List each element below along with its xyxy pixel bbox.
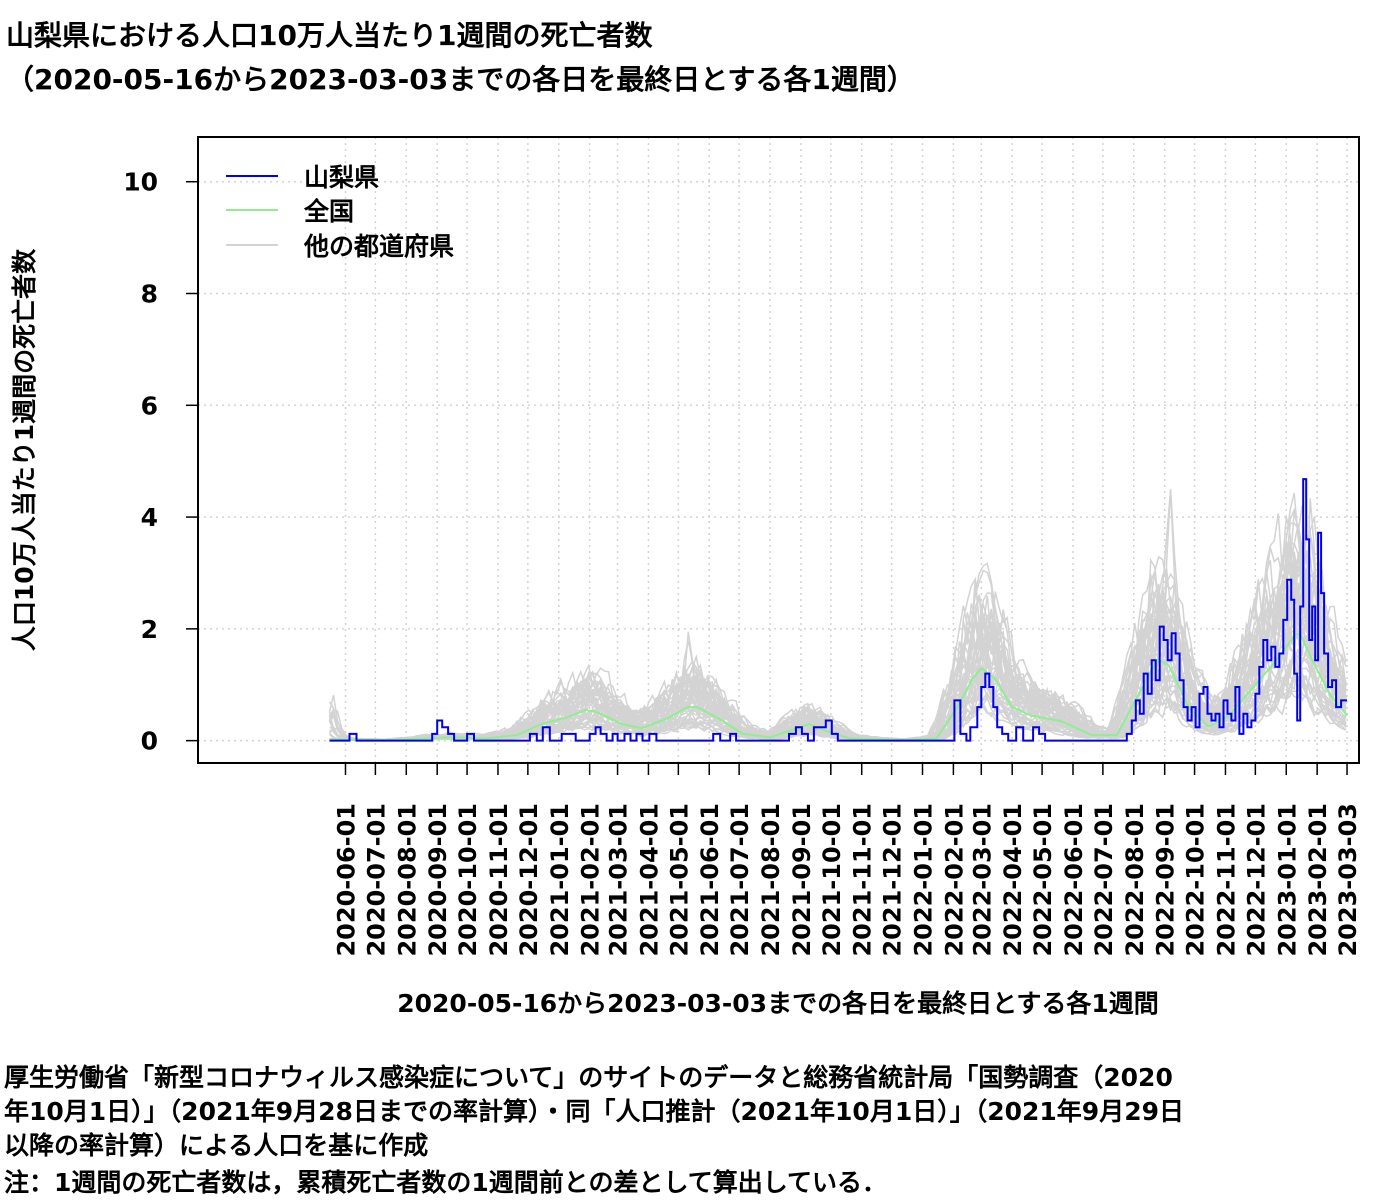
y-axis: 0 2 4 6 8 10 xyxy=(123,137,199,763)
other-prefectures-lines xyxy=(328,488,1347,742)
other-prefecture-line xyxy=(328,498,1347,741)
calculation-note: 注：1週間の死亡者数は，累積死亡者数の1週間前との差として算出している． xyxy=(4,1168,888,1197)
yamanashi-line xyxy=(329,478,1347,742)
grid-lines xyxy=(198,137,1359,763)
x-tick-label: 2021-10-01 xyxy=(818,803,846,957)
x-tick-label: 2022-08-01 xyxy=(1121,803,1149,957)
x-tick-label: 2020-06-01 xyxy=(333,803,361,957)
legend: 山梨県 全国 他の都道府県 xyxy=(226,163,454,261)
x-tick-label: 2022-02-01 xyxy=(940,803,968,957)
legend-label-other: 他の都道府県 xyxy=(303,232,454,261)
x-tick-label: 2020-09-01 xyxy=(424,803,452,957)
x-tick-label: 2022-09-01 xyxy=(1152,803,1180,957)
x-axis-label: 2020-05-16から2023-03-03までの各日を最終日とする各1週間 xyxy=(397,989,1158,1018)
x-tick-label: 2022-07-01 xyxy=(1090,803,1118,957)
x-tick-label: 2022-01-01 xyxy=(910,803,938,957)
chart-title: 山梨県における人口10万人当たり1週間の死亡者数 xyxy=(6,19,653,52)
x-tick-label: 2022-04-01 xyxy=(999,803,1027,957)
y-axis-label: 人口10万人当たり1週間の死亡者数 xyxy=(10,248,39,651)
x-tick-label: 2020-10-01 xyxy=(454,803,482,957)
x-tick-label: 2021-04-01 xyxy=(635,803,663,957)
x-tick-label: 2021-11-01 xyxy=(849,803,877,957)
x-tick-label: 2020-08-01 xyxy=(393,803,421,957)
chart-subtitle: （2020-05-16から2023-03-03までの各日を最終日とする各1週間） xyxy=(6,63,915,96)
source-note-line2: 年10月1日）」（2021年9月28日までの率計算）・同「人口推計（2021年1… xyxy=(4,1097,1184,1126)
x-tick-label: 2022-03-01 xyxy=(968,803,996,957)
x-tick-label: 2021-01-01 xyxy=(546,803,574,957)
x-tick-label: 2022-12-01 xyxy=(1242,803,1270,957)
x-tick-label: 2020-12-01 xyxy=(515,803,543,957)
y-tick-label: 0 xyxy=(141,727,158,756)
legend-label-yamanashi: 山梨県 xyxy=(304,163,379,192)
x-tick-label: 2020-11-01 xyxy=(485,803,513,957)
x-tick-label: 2022-06-01 xyxy=(1060,803,1088,957)
y-tick-label: 4 xyxy=(141,503,158,532)
x-tick-label: 2022-05-01 xyxy=(1029,803,1057,957)
y-tick-label: 10 xyxy=(123,168,158,197)
x-tick-label: 2021-12-01 xyxy=(879,803,907,957)
x-tick-label: 2021-05-01 xyxy=(665,803,693,957)
y-tick-label: 6 xyxy=(141,391,158,420)
other-prefecture-line xyxy=(329,507,1347,741)
source-note-line3: 以降の率計算）による人口を基に作成 xyxy=(4,1131,429,1160)
y-tick-label: 8 xyxy=(141,280,158,309)
x-tick-label: 2020-07-01 xyxy=(362,803,390,957)
x-tick-label: 2023-03-03 xyxy=(1334,803,1362,957)
x-tick-label: 2023-02-01 xyxy=(1304,803,1332,957)
x-tick-label: 2021-08-01 xyxy=(757,803,785,957)
x-tick-label: 2021-03-01 xyxy=(605,803,633,957)
series-lines xyxy=(329,478,1348,742)
x-tick-label: 2022-11-01 xyxy=(1213,803,1241,957)
x-tick-label: 2021-06-01 xyxy=(696,803,724,957)
y-tick-label: 2 xyxy=(141,615,158,644)
x-tick-label: 2021-09-01 xyxy=(788,803,816,957)
x-tick-label: 2021-02-01 xyxy=(577,803,605,957)
legend-label-national: 全国 xyxy=(303,197,354,226)
x-tick-label: 2021-07-01 xyxy=(726,803,754,957)
x-tick-label: 2023-01-01 xyxy=(1273,803,1301,957)
x-tick-label: 2022-10-01 xyxy=(1182,803,1210,957)
source-note-line1: 厚生労働省「新型コロナウィルス感染症について」のサイトのデータと総務省統計局「国… xyxy=(4,1063,1173,1092)
x-axis: 2020-06-01 2020-07-01 2020-08-01 2020-09-01… xyxy=(333,762,1362,957)
